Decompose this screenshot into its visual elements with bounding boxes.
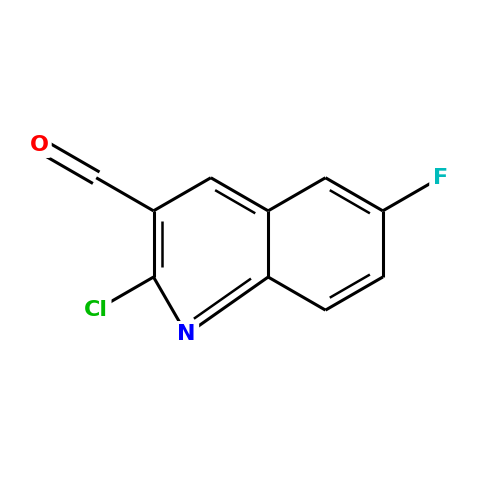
- Text: N: N: [177, 324, 196, 344]
- Text: F: F: [433, 168, 448, 188]
- Text: O: O: [29, 135, 48, 155]
- Text: Cl: Cl: [84, 300, 108, 320]
